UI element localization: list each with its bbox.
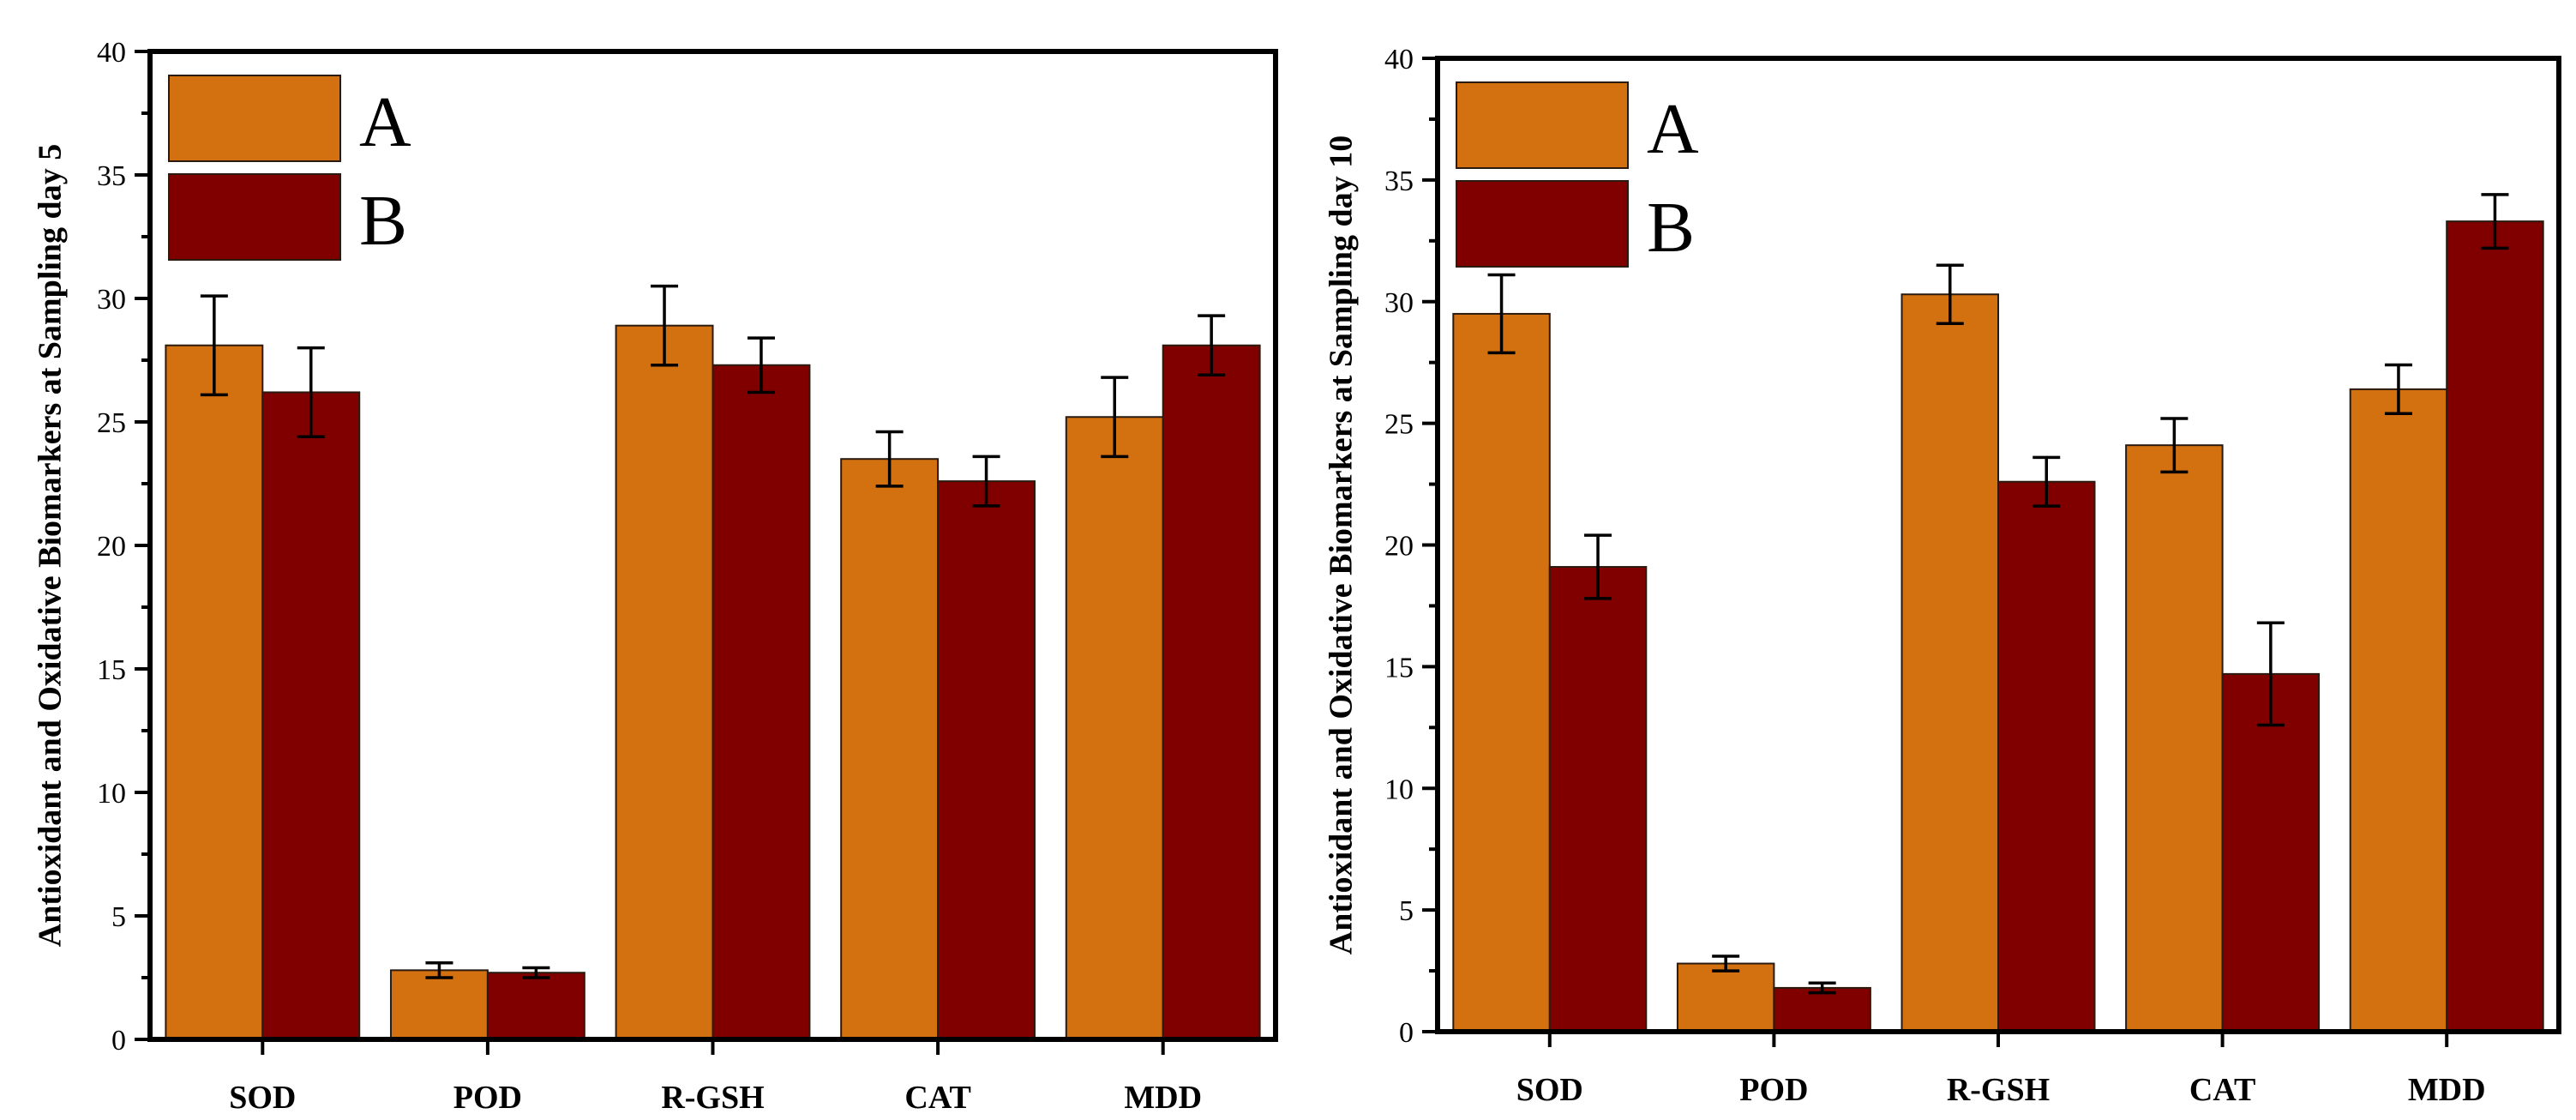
panel-day-5: 0 5 10 15 20 25 30 35 40 SOD POD R-GSH CAT MDD Antioxi… — [33, 37, 1278, 1116]
bar-B-r-gsh — [712, 364, 811, 1040]
x-tick-label-cat: CAT — [2189, 1072, 2255, 1108]
bar-A-cat — [2125, 444, 2224, 1033]
y-tick-label: 0 — [111, 1025, 126, 1057]
error-bar-A-r-gsh — [651, 284, 679, 367]
y-tick-label: 40 — [1384, 44, 1414, 75]
bar-B-pod — [1773, 986, 1871, 1033]
x-tick-label-pod: POD — [1739, 1072, 1808, 1108]
error-bar-A-cat — [875, 430, 904, 488]
bar-B-sod — [261, 391, 361, 1040]
y-tick-label: 10 — [97, 778, 126, 810]
legend: AB — [1456, 81, 1699, 268]
y-tick-label: 15 — [1384, 652, 1414, 683]
error-bar-A-pod — [1712, 954, 1740, 972]
error-bar-A-sod — [1487, 273, 1516, 355]
y-tick-label: 30 — [97, 284, 126, 316]
y-tick-label: 25 — [97, 407, 126, 439]
x-tick-label-mdd: MDD — [2408, 1072, 2486, 1108]
legend-swatch-B — [1456, 180, 1629, 268]
bar-A-sod — [165, 344, 264, 1041]
error-bar-B-r-gsh — [2033, 455, 2061, 508]
error-bar-A-pod — [425, 960, 453, 979]
bar-A-pod — [389, 969, 489, 1040]
y-axis-title: Antioxidant and Oxidative Biomarkers at … — [1324, 135, 1360, 954]
bar-B-cat — [937, 480, 1036, 1040]
y-tick-label: 0 — [1399, 1017, 1414, 1049]
error-bar-A-cat — [2160, 417, 2189, 474]
x-tick-label-sod: SOD — [229, 1080, 296, 1116]
error-bar-B-mdd — [1198, 314, 1226, 377]
bar-A-mdd — [2349, 388, 2448, 1033]
panel-day-10: 0 5 10 15 20 25 30 35 40 SOD POD R-GSH CAT MDD Antioxi… — [1324, 44, 2561, 1108]
y-tick-label: 40 — [97, 37, 126, 69]
y-tick-label: 35 — [97, 160, 126, 192]
y-tick-label: 25 — [1384, 409, 1414, 441]
bar-B-pod — [486, 972, 585, 1040]
legend-label-A: A — [359, 82, 411, 162]
y-tick-label: 30 — [1384, 287, 1414, 319]
bar-B-sod — [1548, 566, 1648, 1033]
error-bar-B-mdd — [2481, 193, 2509, 250]
bar-A-cat — [840, 458, 940, 1040]
legend-label-B: B — [1647, 188, 1695, 268]
error-bar-B-sod — [1584, 533, 1612, 600]
error-bar-A-r-gsh — [1936, 263, 1964, 326]
bar-B-mdd — [2446, 220, 2544, 1033]
bar-B-mdd — [1162, 344, 1261, 1041]
x-tick-label-sod: SOD — [1516, 1072, 1583, 1108]
error-bar-B-sod — [297, 346, 325, 439]
error-bar-B-cat — [2256, 621, 2285, 727]
x-tick-label-r-gsh: R-GSH — [1947, 1072, 2050, 1108]
legend-label-B: B — [359, 181, 407, 261]
x-tick-label-cat: CAT — [904, 1080, 970, 1116]
error-bar-B-cat — [972, 455, 1000, 508]
bar-A-r-gsh — [1900, 293, 1999, 1033]
error-bar-B-pod — [1808, 981, 1836, 995]
legend-swatch-A — [1456, 81, 1629, 169]
error-bar-A-mdd — [1101, 376, 1129, 459]
error-bar-A-mdd — [2384, 363, 2412, 416]
error-bar-B-r-gsh — [747, 336, 775, 394]
y-tick-label: 5 — [111, 901, 126, 933]
legend-swatch-A — [168, 75, 341, 162]
error-bar-A-sod — [200, 294, 228, 397]
y-tick-label: 10 — [1384, 774, 1414, 805]
legend: AB — [168, 75, 411, 261]
error-bar-B-pod — [522, 966, 550, 979]
y-tick-label: 20 — [97, 531, 126, 563]
x-tick-label-mdd: MDD — [1124, 1080, 1202, 1116]
x-tick-label-pod: POD — [453, 1080, 522, 1116]
x-tick-label-r-gsh: R-GSH — [661, 1080, 764, 1116]
y-tick-label: 35 — [1384, 166, 1414, 197]
bar-A-pod — [1676, 962, 1775, 1033]
y-tick-label: 15 — [97, 654, 126, 686]
bar-B-cat — [2221, 672, 2321, 1033]
y-axis-title: Antioxidant and Oxidative Biomarkers at … — [33, 144, 69, 947]
legend-swatch-B — [168, 173, 341, 261]
bar-A-sod — [1452, 312, 1551, 1033]
y-tick-label: 5 — [1399, 895, 1414, 927]
y-tick-label: 20 — [1384, 531, 1414, 563]
bar-B-r-gsh — [1997, 480, 2096, 1033]
legend-label-A: A — [1647, 89, 1699, 169]
bar-A-mdd — [1065, 416, 1164, 1040]
bar-A-r-gsh — [615, 324, 714, 1040]
